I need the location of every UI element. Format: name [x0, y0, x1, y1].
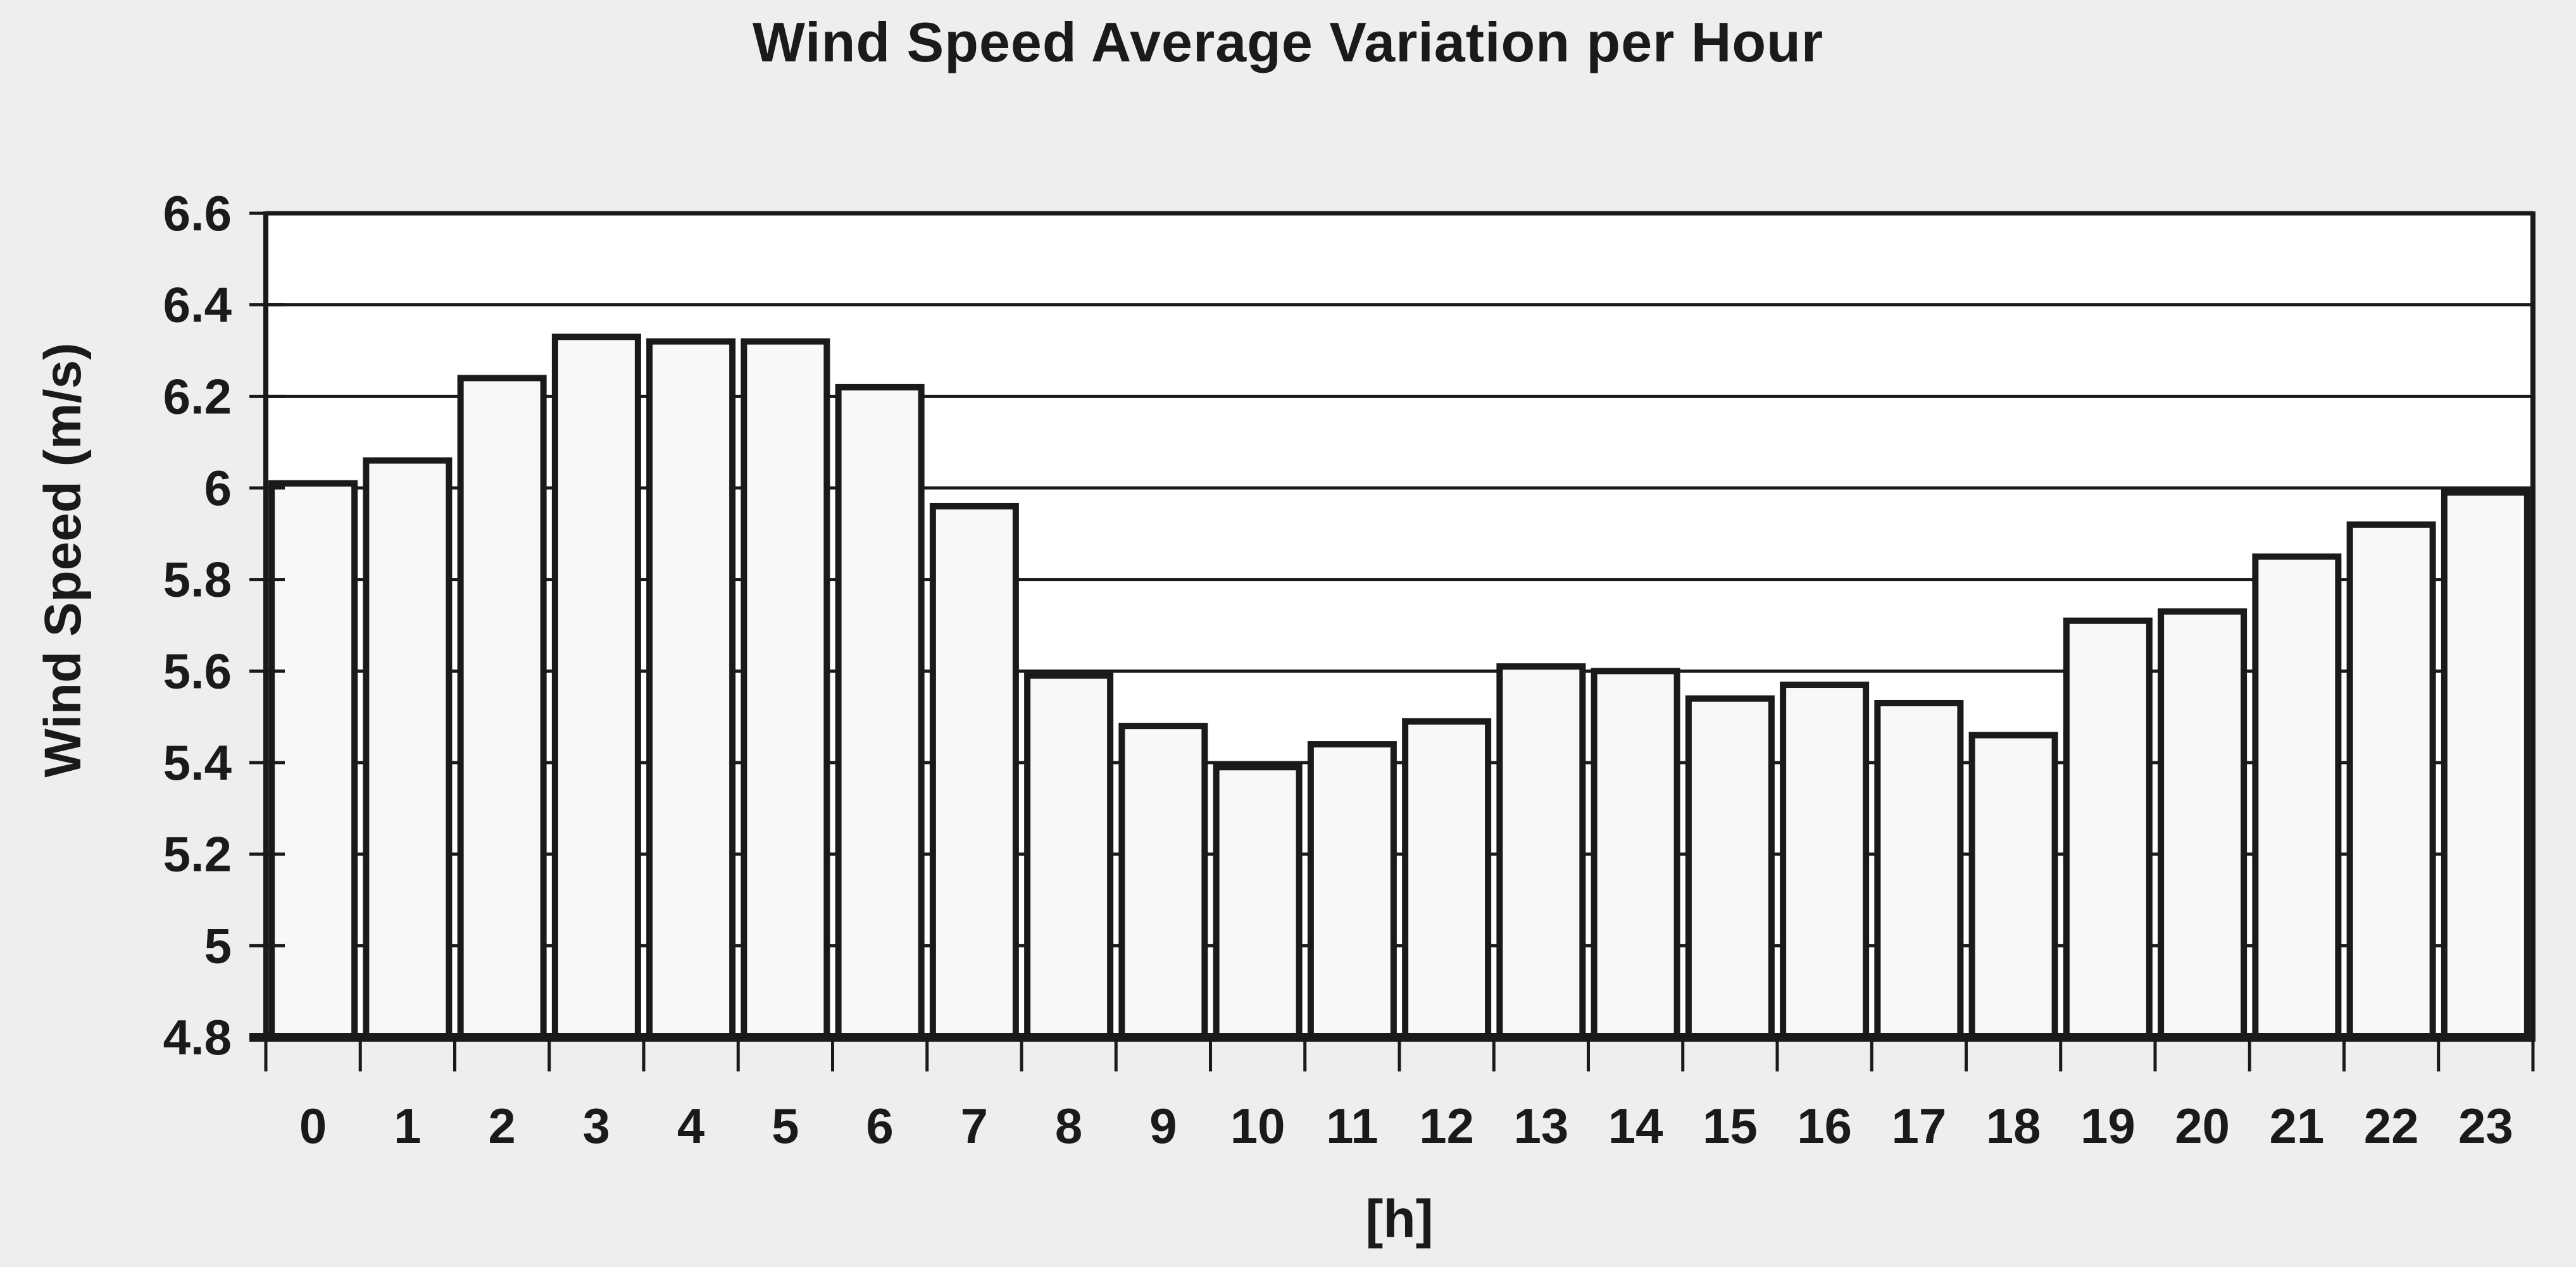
bar-hour-0 — [268, 480, 358, 1040]
x-tick-label-6: 6 — [866, 1098, 893, 1154]
x-tick-label-13: 13 — [1513, 1098, 1568, 1154]
bar-hour-15 — [1685, 695, 1775, 1040]
y-tick-label-4.8: 4.8 — [163, 1009, 232, 1065]
x-tick-label-2: 2 — [488, 1098, 515, 1154]
bar-hour-16 — [1780, 682, 1870, 1040]
x-tick-label-19: 19 — [2080, 1098, 2135, 1154]
bar-hour-22 — [2346, 521, 2436, 1040]
bar-hour-6 — [835, 384, 925, 1040]
x-tick-label-23: 23 — [2458, 1098, 2513, 1154]
y-tick-label-5.4: 5.4 — [163, 735, 232, 790]
x-tick-label-9: 9 — [1149, 1098, 1177, 1154]
bar-hour-2 — [457, 375, 547, 1040]
y-tick-label-6.2: 6.2 — [163, 368, 232, 424]
bar-hour-21 — [2252, 553, 2342, 1040]
bar-hour-8 — [1024, 672, 1114, 1040]
bar-hour-12 — [1402, 718, 1492, 1041]
bar-hour-1 — [363, 457, 453, 1040]
x-tick-label-3: 3 — [583, 1098, 610, 1154]
x-tick-label-20: 20 — [2175, 1098, 2230, 1154]
bar-hour-18 — [1968, 732, 2058, 1040]
bar-hour-4 — [646, 338, 736, 1040]
bar-hour-14 — [1591, 668, 1680, 1041]
x-tick-label-18: 18 — [1986, 1098, 2041, 1154]
y-tick-label-5.6: 5.6 — [163, 643, 232, 699]
x-tick-label-10: 10 — [1230, 1098, 1285, 1154]
x-tick-label-22: 22 — [2364, 1098, 2419, 1154]
bar-hour-13 — [1496, 663, 1586, 1040]
y-tick-label-5.2: 5.2 — [163, 827, 232, 882]
bar-hour-17 — [1874, 699, 1964, 1040]
bar-hour-20 — [2158, 608, 2248, 1040]
bar-hour-5 — [741, 338, 830, 1040]
x-tick-label-21: 21 — [2269, 1098, 2324, 1154]
plot-background — [266, 213, 2533, 1037]
x-tick-label-5: 5 — [772, 1098, 799, 1154]
x-tick-label-0: 0 — [299, 1098, 327, 1154]
bar-hour-3 — [551, 334, 641, 1040]
bar-hour-11 — [1307, 741, 1397, 1040]
x-tick-label-15: 15 — [1703, 1098, 1758, 1154]
bar-hour-10 — [1213, 764, 1303, 1040]
x-tick-label-8: 8 — [1055, 1098, 1082, 1154]
y-tick-label-5.8: 5.8 — [163, 552, 232, 608]
y-tick-label-6.4: 6.4 — [163, 277, 232, 333]
x-tick-label-7: 7 — [961, 1098, 988, 1154]
bar-hour-7 — [929, 502, 1019, 1040]
x-tick-label-14: 14 — [1608, 1098, 1663, 1154]
chart-title: Wind Speed Average Variation per Hour — [752, 11, 1824, 73]
x-tick-label-16: 16 — [1797, 1098, 1852, 1154]
x-tick-label-12: 12 — [1419, 1098, 1474, 1154]
x-tick-label-11: 11 — [1326, 1098, 1378, 1154]
bar-hour-9 — [1118, 723, 1208, 1040]
x-tick-label-1: 1 — [394, 1098, 421, 1154]
bar-hour-23 — [2441, 489, 2530, 1040]
x-tick-label-4: 4 — [677, 1098, 704, 1154]
bar-hour-19 — [2063, 617, 2153, 1040]
y-tick-label-6: 6 — [204, 460, 232, 516]
y-tick-label-5: 5 — [204, 918, 232, 973]
x-tick-label-17: 17 — [1891, 1098, 1946, 1154]
y-tick-label-6.6: 6.6 — [163, 185, 232, 241]
x-axis-title: [h] — [1365, 1189, 1434, 1249]
